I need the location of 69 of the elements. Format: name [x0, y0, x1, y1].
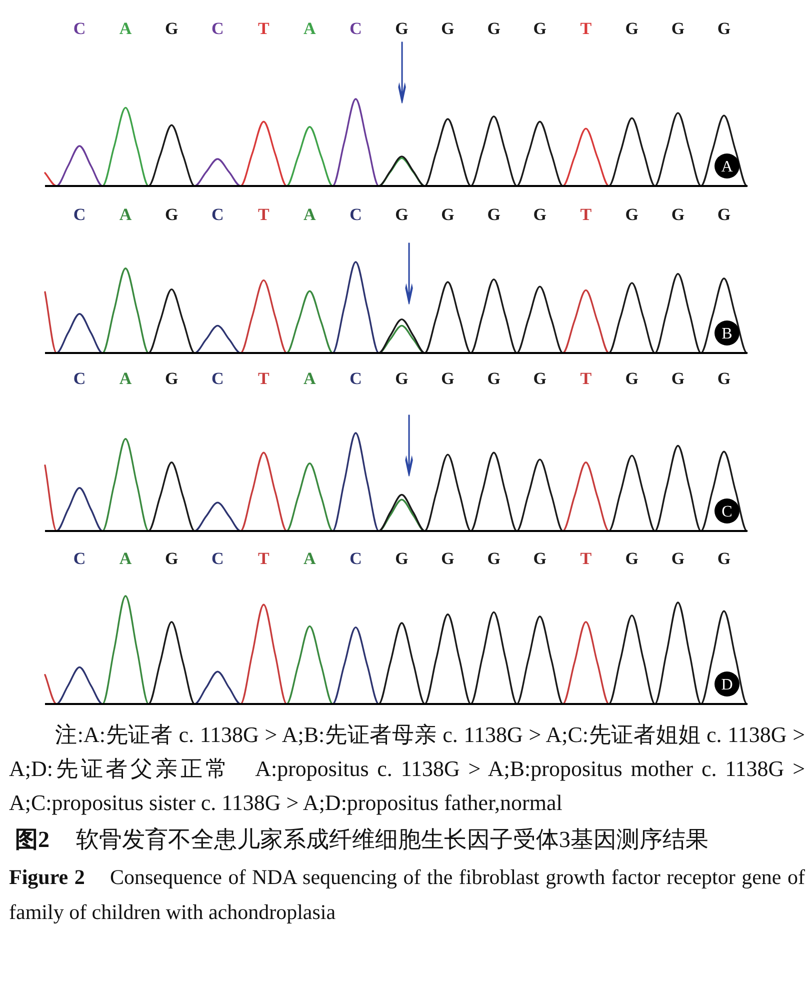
x-tick-label: A [304, 549, 317, 568]
x-tick-label: G [625, 205, 639, 224]
x-tick-label: G [441, 205, 454, 224]
x-tick-label: G [395, 369, 408, 388]
x-tick-label: C [73, 549, 86, 568]
x-tick-label: C [73, 205, 86, 224]
annotation: ↓ [401, 400, 417, 497]
x-tick-label: G [395, 19, 408, 38]
x-tick-label: G [164, 19, 178, 38]
text: C [722, 504, 732, 520]
x-tick-label: A [304, 369, 317, 388]
x-tick-label: G [164, 549, 178, 568]
x-tick-label: A [119, 369, 132, 388]
x-tick-label: G [441, 369, 454, 388]
x-tick-label: A [119, 19, 132, 38]
x-tick-label: T [258, 549, 270, 568]
x-tick-label: C [350, 205, 362, 224]
x-tick-label: T [580, 205, 592, 224]
text: A [721, 158, 734, 176]
x-tick-label: G [717, 549, 731, 568]
x-tick-label: G [487, 369, 500, 388]
text: D [721, 676, 733, 694]
x-tick-label: G [533, 205, 546, 224]
x-tick-label: A [304, 19, 317, 38]
x-tick-label: G [717, 205, 731, 224]
x-tick-label: G [625, 369, 639, 388]
x-tick-label: G [671, 549, 685, 568]
x-tick-label: G [533, 549, 546, 568]
x-tick-label: G [441, 19, 454, 38]
x-tick-label: G [671, 205, 685, 224]
x-tick-label: C [73, 19, 86, 38]
x-tick-label: C [350, 19, 362, 38]
x-tick-label: G [487, 205, 500, 224]
x-tick-label: T [580, 369, 592, 388]
x-tick-label: T [258, 369, 270, 388]
x-tick-label: G [671, 369, 685, 388]
x-tick-label: A [119, 549, 132, 568]
text: B [722, 326, 732, 342]
x-tick-label: C [211, 549, 224, 568]
x-tick-label: G [487, 19, 500, 38]
x-tick-label: G [625, 549, 639, 568]
x-tick-label: T [580, 19, 592, 38]
x-tick-label: G [671, 19, 685, 38]
x-tick-label: C [211, 205, 224, 224]
text: 图2 软骨发育不全患儿家系成纤维细胞生长因子受体3基因测序结果 [14, 826, 710, 854]
x-tick-label: G [164, 369, 178, 388]
x-tick-label: C [211, 19, 224, 38]
x-tick-label: C [211, 369, 224, 388]
x-tick-label: A [304, 205, 317, 224]
x-tick-label: G [164, 205, 178, 224]
text: 注:A:先证者 c. 1138G > A;B:先证者母亲 c. 1138G > A;C:先证者姐姐 c. 1138G > A;D:先证者父亲正常 A:propositus c. 1138G > A;B:propositus mother c. 1138G > A;C:propositus sister c. 1138G > A;D:propositus father,normal [9, 721, 805, 817]
x-tick-label: T [580, 549, 592, 568]
x-tick-label: G [717, 369, 731, 388]
x-tick-label: T [258, 19, 270, 38]
x-tick-label: A [119, 205, 132, 224]
x-tick-label: G [625, 19, 639, 38]
annotation: ↓ [401, 228, 417, 325]
x-tick-label: T [258, 205, 270, 224]
x-tick-label: G [441, 549, 454, 568]
x-tick-label: G [533, 369, 546, 388]
x-tick-label: G [717, 19, 731, 38]
x-tick-label: C [73, 369, 86, 388]
x-tick-label: C [350, 369, 362, 388]
x-tick-label: G [395, 205, 408, 224]
text: Figure 2 Consequence of NDA sequencing of the fibroblast growth factor receptor gene of family of children with achondroplasia [9, 864, 805, 926]
x-tick-label: G [395, 549, 408, 568]
x-tick-label: G [487, 549, 500, 568]
x-tick-label: G [533, 19, 546, 38]
x-tick-label: C [350, 549, 362, 568]
